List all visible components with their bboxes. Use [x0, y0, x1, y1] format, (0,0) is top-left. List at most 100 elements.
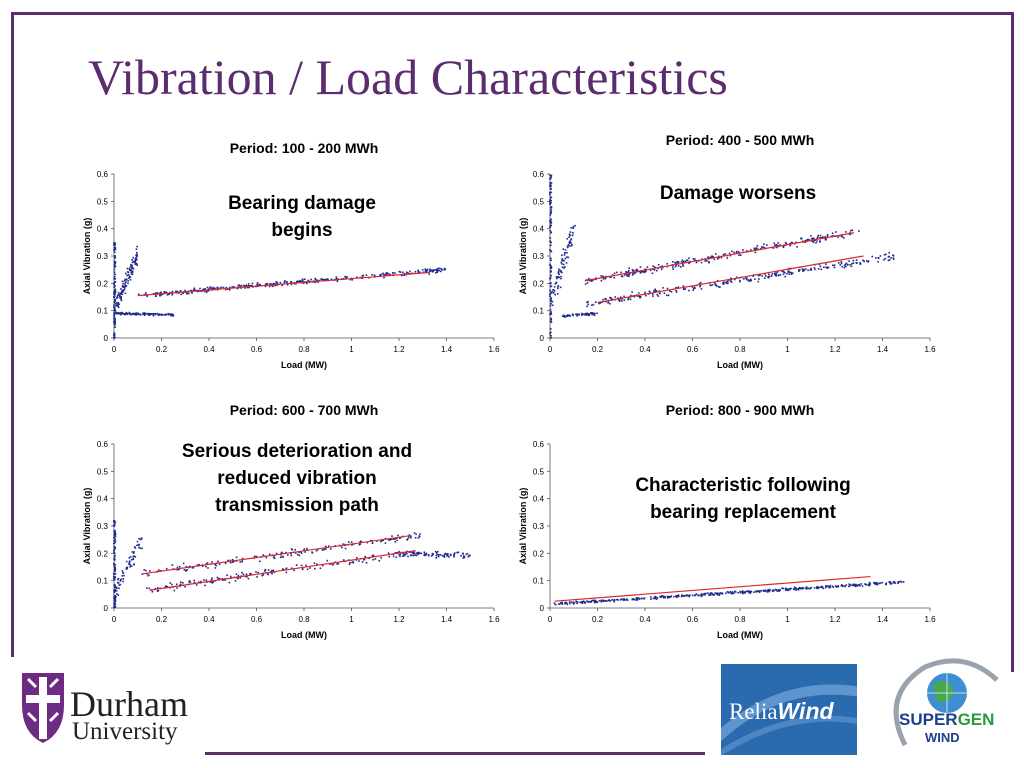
data-point [448, 556, 450, 558]
data-point [264, 283, 267, 286]
data-point [592, 303, 595, 306]
y-tick-label: 0.2 [97, 279, 109, 288]
chart-title: Period: 600 - 700 MWh [229, 402, 379, 418]
data-point [417, 270, 420, 273]
data-point [654, 595, 656, 598]
x-tick-label: 1 [785, 345, 790, 354]
data-point [424, 268, 427, 270]
data-point [114, 569, 116, 572]
data-point [270, 283, 272, 285]
data-point [434, 550, 437, 553]
x-axis-label: Load (MW) [281, 360, 327, 370]
data-point [136, 263, 138, 265]
data-point [655, 269, 658, 272]
data-point [356, 557, 358, 559]
data-point [350, 541, 353, 543]
data-point [113, 299, 116, 302]
data-point [128, 277, 130, 279]
data-point [633, 598, 636, 601]
data-point [675, 595, 678, 598]
data-point [136, 264, 138, 266]
data-point [801, 586, 804, 589]
data-point [423, 551, 426, 554]
data-point [429, 269, 431, 272]
data-point [718, 592, 720, 595]
data-point [413, 551, 415, 553]
data-point [653, 597, 656, 600]
data-point [425, 552, 428, 555]
data-point [396, 534, 399, 537]
data-point [592, 279, 594, 281]
trend-line [137, 271, 430, 297]
data-point [767, 276, 770, 279]
data-point [114, 310, 117, 312]
data-point [318, 279, 321, 282]
data-point [385, 272, 388, 274]
data-point [420, 552, 423, 555]
data-point [453, 555, 455, 558]
data-point [238, 284, 240, 286]
data-point [720, 592, 722, 595]
y-tick-label: 0.4 [97, 495, 109, 504]
data-point [686, 259, 688, 262]
data-point [387, 273, 390, 275]
y-tick-label: 0.5 [533, 197, 545, 206]
data-point [819, 265, 822, 268]
data-point [885, 253, 887, 256]
data-point [229, 286, 231, 289]
trend-line [585, 232, 855, 282]
data-point [276, 281, 278, 284]
data-point [694, 593, 697, 596]
frame-bottom-border [205, 752, 705, 755]
data-point [118, 584, 121, 586]
data-point [623, 598, 626, 600]
data-point [851, 229, 854, 231]
data-point [682, 595, 685, 597]
scatter-points [113, 519, 471, 608]
data-point [591, 304, 593, 307]
data-point [858, 230, 860, 232]
data-point [650, 596, 652, 598]
x-tick-label: 0.4 [203, 345, 215, 354]
data-point [561, 271, 563, 274]
data-point [749, 280, 751, 282]
data-point [843, 264, 846, 267]
data-point [850, 265, 853, 268]
data-point [605, 276, 607, 279]
data-point [129, 279, 132, 281]
data-point [251, 282, 254, 285]
data-point [775, 275, 777, 277]
data-point [712, 256, 715, 258]
data-point [675, 264, 677, 267]
data-point [410, 535, 412, 538]
data-point [241, 571, 243, 574]
data-point [684, 260, 687, 263]
data-point [113, 549, 115, 552]
data-point [126, 267, 129, 270]
data-point [136, 245, 138, 248]
data-point [264, 568, 267, 571]
data-point [563, 254, 566, 256]
data-point [631, 268, 634, 271]
data-point [113, 589, 116, 592]
data-point [684, 288, 687, 290]
data-point [550, 285, 553, 288]
reliawind-logo: ReliaWind [721, 664, 857, 755]
data-point [549, 210, 552, 213]
data-point [324, 545, 327, 548]
data-point [128, 560, 131, 563]
y-tick-label: 0.4 [533, 225, 545, 234]
data-point [365, 274, 368, 276]
data-point [809, 587, 811, 590]
data-point [131, 261, 134, 264]
data-point [266, 283, 269, 285]
chart-title: Period: 400 - 500 MWh [665, 132, 815, 148]
data-point [841, 265, 843, 268]
data-point [691, 594, 694, 597]
data-point [738, 254, 740, 256]
data-point [205, 291, 208, 294]
data-point [721, 592, 724, 595]
data-point [415, 554, 418, 557]
data-point [668, 596, 671, 599]
data-point [862, 259, 864, 262]
